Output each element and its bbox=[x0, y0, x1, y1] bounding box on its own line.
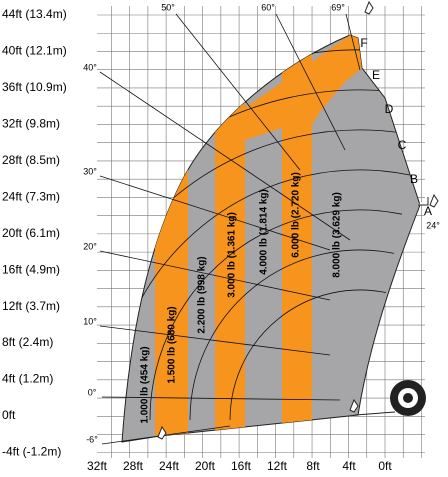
extension-arc bbox=[229, 289, 387, 421]
band bbox=[230, 35, 362, 140]
y-axis-label: 16ft (4.9m) bbox=[2, 262, 60, 276]
angle-lines bbox=[99, 13, 361, 445]
machine-outline bbox=[157, 0, 439, 440]
angle-line bbox=[101, 396, 341, 401]
x-axis-label: 28ft bbox=[123, 459, 144, 473]
extension-label: F bbox=[360, 36, 367, 50]
angle-line bbox=[99, 325, 331, 356]
y-axis-label: 32ft (9.8m) bbox=[2, 117, 60, 131]
extension-arc bbox=[149, 209, 403, 421]
y-axis-label: 4ft (1.2m) bbox=[2, 372, 53, 386]
y-axis-label: 12ft (3.7m) bbox=[2, 299, 60, 313]
zone-label: 6.000 lb (2.720 kg) bbox=[291, 172, 302, 258]
machine bbox=[157, 0, 439, 440]
angle-label: -6° bbox=[86, 434, 98, 444]
y-axis-label: 44ft (13.4m) bbox=[2, 7, 67, 21]
y-axis-label: 40ft (12.1m) bbox=[2, 44, 67, 58]
angle-label: 40° bbox=[83, 62, 97, 72]
x-axis-label: 32ft bbox=[87, 459, 108, 473]
frame-angle-label: 24° bbox=[426, 220, 440, 230]
zone-label: 1.500 lb (680 kg) bbox=[167, 306, 178, 383]
extension-label: C bbox=[398, 138, 407, 152]
x-axis-label: 4ft bbox=[342, 459, 356, 473]
angle-label: 30° bbox=[83, 166, 97, 176]
x-axis-label: 0ft bbox=[378, 459, 392, 473]
extension-label: B bbox=[410, 172, 418, 186]
angle-line bbox=[99, 71, 351, 241]
angle-line bbox=[175, 13, 301, 171]
extension-label: D bbox=[385, 102, 394, 116]
angle-label: 0° bbox=[88, 387, 97, 397]
angle-label: 50° bbox=[161, 2, 175, 12]
y-axis-label: 24ft (7.3m) bbox=[2, 189, 60, 203]
angle-line bbox=[99, 175, 331, 251]
y-axis-label: 20ft (6.1m) bbox=[2, 226, 60, 240]
zone-label: 8.000 lb (3.629 kg) bbox=[332, 192, 343, 278]
y-axis-label: 36ft (10.9m) bbox=[2, 80, 67, 94]
angle-label: 69° bbox=[331, 2, 345, 12]
y-axis-label: 0ft bbox=[2, 408, 16, 422]
angle-label: 20° bbox=[83, 241, 97, 251]
angle-line bbox=[101, 425, 231, 445]
y-axis-label: 28ft (8.5m) bbox=[2, 153, 60, 167]
x-axis-label: 16ft bbox=[231, 459, 252, 473]
angle-line bbox=[275, 13, 346, 151]
band bbox=[155, 35, 188, 442]
zone-label: 1.000 lb (454 kg) bbox=[140, 346, 151, 423]
extension-label: A bbox=[424, 204, 432, 218]
y-axis-label: 8ft (2.4m) bbox=[2, 335, 53, 349]
zone-label: 4.000 lb (1.814 kg) bbox=[259, 189, 270, 275]
angle-label: 10° bbox=[83, 316, 97, 326]
x-axis-label: 12ft bbox=[267, 459, 288, 473]
extension-arc bbox=[122, 129, 419, 421]
zone-label: 3.000 lb (1.361 kg) bbox=[227, 212, 238, 298]
angle-label: 60° bbox=[261, 2, 275, 12]
zone-label: 2.200 lb (998 kg) bbox=[197, 256, 208, 333]
extension-arc bbox=[122, 169, 411, 421]
x-axis-label: 24ft bbox=[159, 459, 180, 473]
extension-label: E bbox=[372, 68, 380, 82]
extension-arc bbox=[189, 249, 395, 421]
envelope bbox=[121, 34, 421, 443]
wheel-hub bbox=[403, 393, 413, 403]
envelope-shape bbox=[121, 34, 421, 443]
y-axis-label: -4ft (-1.2m) bbox=[2, 445, 61, 459]
angle-line bbox=[99, 250, 331, 301]
x-axis-label: 20ft bbox=[195, 459, 216, 473]
x-axis-label: 8ft bbox=[306, 459, 320, 473]
angle-line bbox=[345, 13, 361, 71]
